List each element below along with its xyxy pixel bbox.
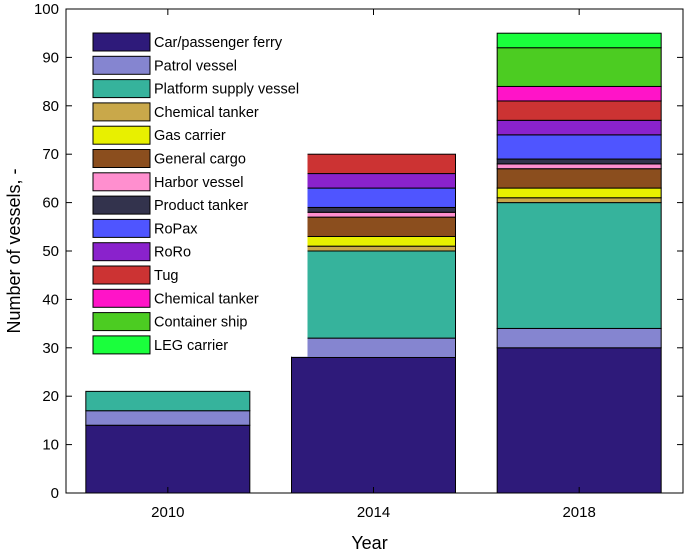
legend-label-8: Product tanker bbox=[154, 198, 248, 214]
legend-swatch-2 bbox=[92, 55, 151, 75]
y-tick-label: 10 bbox=[42, 437, 59, 454]
legend-swatch-13 bbox=[92, 312, 151, 332]
bar-segment-2018-10 bbox=[496, 119, 662, 136]
legend-label-2: Patrol vessel bbox=[154, 58, 237, 74]
y-axis-title: Number of vessels, - bbox=[4, 168, 24, 333]
y-tick-label: 40 bbox=[42, 291, 59, 308]
bar-segment-2018-14 bbox=[496, 32, 662, 49]
legend-label-10: RoRo bbox=[154, 245, 191, 261]
bar-segment-2018-4 bbox=[496, 197, 662, 204]
y-tick-label: 90 bbox=[42, 49, 59, 66]
x-tick-label-2018: 2018 bbox=[562, 504, 595, 521]
legend-swatch-6 bbox=[92, 149, 151, 168]
legend-swatch-5 bbox=[92, 125, 151, 145]
legend-label-7: Harbor vessel bbox=[154, 175, 243, 191]
bar-segment-2018-6 bbox=[496, 168, 662, 189]
bar-segment-2018-2 bbox=[496, 327, 662, 349]
bar-segment-2014-10 bbox=[291, 173, 456, 189]
legend-swatch-4 bbox=[92, 102, 151, 122]
bar-segment-2014-1 bbox=[291, 356, 456, 494]
legend-label-13: Container ship bbox=[154, 315, 248, 331]
legend-swatch-14 bbox=[92, 335, 151, 355]
bar-segment-2014-11 bbox=[291, 153, 456, 175]
x-tick-label-2010: 2010 bbox=[151, 504, 184, 521]
x-axis-title: Year bbox=[351, 533, 387, 553]
bar-segment-2014-4 bbox=[291, 245, 456, 252]
bar-segment-2014-9 bbox=[291, 187, 456, 208]
legend-label-14: LEG carrier bbox=[154, 338, 228, 354]
y-tick-label: 60 bbox=[42, 195, 59, 212]
y-tick-label: 100 bbox=[34, 1, 59, 18]
bar-segment-2018-13 bbox=[496, 47, 662, 87]
legend-label-1: Car/passenger ferry bbox=[154, 35, 283, 51]
legend-label-9: RoPax bbox=[154, 221, 198, 237]
y-tick-label: 70 bbox=[42, 146, 59, 163]
bar-segment-2010-3 bbox=[85, 390, 251, 412]
bar-segment-2014-8 bbox=[291, 206, 456, 213]
legend-label-12: Chemical tanker bbox=[154, 291, 259, 307]
bar-segment-2014-6 bbox=[291, 216, 456, 237]
bar-segment-2018-11 bbox=[496, 100, 662, 121]
bar-segment-2010-1 bbox=[85, 424, 251, 494]
legend-label-5: Gas carrier bbox=[154, 128, 226, 144]
legend-swatch-8 bbox=[92, 195, 151, 215]
bar-segment-2018-7 bbox=[496, 163, 662, 170]
y-tick-label: 0 bbox=[51, 485, 59, 502]
legend-swatch-1 bbox=[92, 32, 151, 52]
y-tick-label: 20 bbox=[42, 388, 59, 405]
bar-segment-2014-5 bbox=[291, 235, 456, 247]
legend-swatch-10 bbox=[92, 242, 151, 262]
bar-segment-2018-1 bbox=[496, 347, 662, 494]
legend-swatch-3 bbox=[92, 79, 151, 99]
bar-segment-2018-3 bbox=[496, 202, 662, 329]
legend-label-11: Tug bbox=[154, 268, 178, 284]
y-tick-label: 80 bbox=[42, 98, 59, 115]
bar-segment-2018-8 bbox=[496, 158, 662, 165]
y-tick-label: 50 bbox=[42, 243, 59, 260]
y-tick-label: 30 bbox=[42, 340, 59, 357]
legend-swatch-7 bbox=[92, 172, 151, 192]
bar-segment-2010-2 bbox=[85, 410, 251, 426]
legend: Car/passenger ferry Patrol vessel Platform… bbox=[84, 23, 308, 357]
bars-layer bbox=[85, 32, 662, 494]
x-tick-label-2014: 2014 bbox=[357, 504, 390, 521]
legend-swatch-9 bbox=[92, 218, 151, 238]
bar-segment-2018-12 bbox=[496, 85, 662, 102]
axes-layer: 0 10 20 30 40 50 60 70 80 90 100 2010 2014 2018 bbox=[34, 1, 683, 521]
legend-swatch-12 bbox=[92, 288, 151, 308]
legend-swatch-11 bbox=[92, 265, 151, 285]
bar-segment-2018-9 bbox=[496, 134, 662, 160]
legend-label-6: General cargo bbox=[154, 152, 246, 168]
legend-label-4: Chemical tanker bbox=[154, 105, 259, 121]
legend-label-3: Platform supply vessel bbox=[154, 82, 299, 98]
bar-segment-2014-2 bbox=[291, 337, 456, 358]
bar-segment-2014-7 bbox=[291, 211, 456, 218]
bar-segment-2014-3 bbox=[291, 250, 456, 339]
bar-segment-2018-5 bbox=[496, 187, 662, 199]
